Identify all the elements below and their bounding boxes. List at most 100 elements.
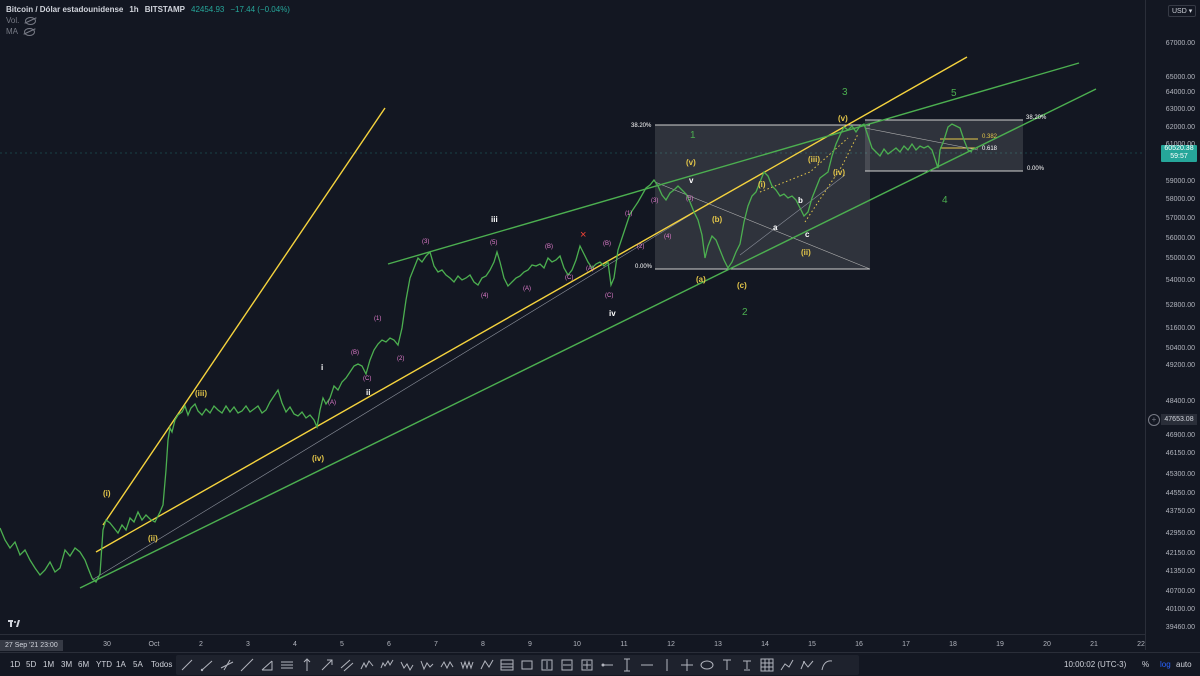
wave-label-v-white: v [689, 176, 694, 185]
fib-box-2-diagonal [864, 127, 979, 151]
fib-box-2[interactable] [865, 120, 1023, 171]
elliott-double-combo-tool-icon[interactable] [440, 658, 454, 672]
range-ytd-button[interactable]: YTD [96, 660, 112, 669]
time-tick: 8 [481, 641, 485, 648]
vol-indicator-label[interactable]: Vol. [6, 16, 20, 25]
wave-label-i-yellow: (i) [103, 489, 111, 498]
cross-line-tool-icon[interactable] [680, 658, 694, 672]
wave-label-i2-yellow: (i) [758, 180, 766, 189]
price-tick: 44550.00 [1165, 490, 1195, 497]
wave-label-v2-yellow: (v) [838, 114, 848, 123]
wave-label-a-white: a [773, 223, 778, 232]
extended-line-tool-icon[interactable] [240, 658, 254, 672]
log-scale-toggle[interactable]: log [1160, 660, 1171, 669]
symbol-name[interactable]: Bitcoin / Dólar estadounidense [6, 5, 124, 14]
time-tick: 17 [902, 641, 910, 648]
time-tick: 6 [387, 641, 391, 648]
time-tick: 2 [199, 641, 203, 648]
time-tick: 7 [434, 641, 438, 648]
abcd-pattern-tool-icon[interactable] [480, 658, 494, 672]
elliott-triple-combo-tool-icon[interactable] [460, 658, 474, 672]
elliott-wave-tool-icon[interactable] [360, 658, 374, 672]
range-all-button[interactable]: Todos [151, 660, 173, 669]
elliott-triangle-tool-icon[interactable] [420, 658, 434, 672]
trend-line-tool-icon[interactable] [180, 658, 194, 672]
price-axis[interactable]: 67000.00 65000.00 64000.00 63000.00 6200… [1145, 0, 1200, 650]
price-tick: 48400.00 [1165, 398, 1195, 405]
ma-indicator-label[interactable]: MA [6, 27, 18, 36]
price-tick: 55000.00 [1165, 255, 1195, 262]
range-5d-button[interactable]: 5D [26, 660, 37, 669]
price-chart[interactable]: 1 2 3 4 5 (i) (ii) (iii) (iv) (v) (a) (b… [0, 0, 1145, 634]
fib-labels: 38.20% 0.00% 38.20% 0.382 0.618 0.00% [631, 115, 1047, 270]
add-alert-plus-icon[interactable]: + [1148, 414, 1160, 426]
trend-line-yellow-steep[interactable] [102, 107, 386, 526]
currency-label: USD [1172, 8, 1187, 15]
subwave-label: (A) [328, 400, 336, 406]
polyline-tool-icon[interactable] [800, 658, 814, 672]
time-tick: 30 [103, 641, 111, 648]
range-5y-button[interactable]: 5A [133, 660, 143, 669]
time-tick: 19 [996, 641, 1004, 648]
wave-label-5: 5 [951, 88, 957, 99]
horizontal-lines-tool-icon[interactable] [280, 658, 294, 672]
rectangle-tool-icon[interactable] [520, 658, 534, 672]
interval-label[interactable]: 1h [129, 5, 139, 14]
range-3m-button[interactable]: 3M [61, 660, 73, 669]
yellow-wave-labels: (i) (ii) (iii) (iv) (v) (a) (b) (c) (i) … [103, 114, 848, 543]
tradingview-logo-icon[interactable] [8, 620, 20, 628]
date-price-range-tool-icon[interactable] [580, 658, 594, 672]
range-1m-button[interactable]: 1M [43, 660, 55, 669]
trend-line-yellow-main[interactable] [95, 56, 968, 553]
percent-scale-toggle[interactable]: % [1142, 660, 1150, 669]
range-1y-button[interactable]: 1A [116, 660, 126, 669]
ray-tool-icon[interactable] [200, 658, 214, 672]
timezone-clock[interactable]: 10:00:02 (UTC-3) [1064, 660, 1127, 669]
trend-line-green-lower[interactable] [79, 88, 1097, 589]
date-range-tool-icon[interactable] [560, 658, 574, 672]
subwave-label: (A) [523, 286, 531, 292]
x-mark-label: × [580, 229, 586, 241]
time-tick: 12 [667, 641, 675, 648]
text-tool-icon[interactable] [720, 658, 734, 672]
ellipse-tool-icon[interactable] [700, 658, 714, 672]
range-1d-button[interactable]: 1D [10, 660, 21, 669]
price-tick: 58000.00 [1165, 196, 1195, 203]
subwave-label: (B) [351, 350, 359, 356]
subwave-label: (5) [686, 196, 693, 202]
vertical-line-tool-icon[interactable] [300, 658, 314, 672]
trend-angle-tool-icon[interactable] [260, 658, 274, 672]
curve-tool-icon[interactable] [820, 658, 834, 672]
parallel-channel-tool-icon[interactable] [340, 658, 354, 672]
path-tool-icon[interactable] [780, 658, 794, 672]
fib-box-1-diagonal [654, 181, 871, 270]
elliott-correction-tool-icon[interactable] [400, 658, 414, 672]
price-range-tool-icon[interactable] [540, 658, 554, 672]
trend-line-green-upper[interactable] [387, 62, 1080, 265]
current-price-value: 60520.38 [1164, 145, 1194, 152]
vertical-line-2-tool-icon[interactable] [660, 658, 674, 672]
fib-retracement-tool-icon[interactable] [500, 658, 514, 672]
price-tick: 56000.00 [1165, 235, 1195, 242]
info-line-tool-icon[interactable] [220, 658, 234, 672]
currency-dropdown[interactable]: USD ▾ [1168, 5, 1197, 17]
wave-label-b-yellow: (b) [712, 215, 723, 224]
time-tick: 21 [1090, 641, 1098, 648]
wave-label-v-yellow: (v) [686, 158, 696, 167]
horizontal-ray-tool-icon[interactable] [600, 658, 614, 672]
time-axis[interactable]: 30 Oct 2 3 4 5 6 7 8 9 10 11 12 13 14 15… [0, 634, 1145, 653]
range-6m-button[interactable]: 6M [78, 660, 90, 669]
grid-tool-icon[interactable] [760, 658, 774, 672]
hidden-eye-icon[interactable] [24, 27, 35, 36]
anchored-text-tool-icon[interactable] [740, 658, 754, 672]
auto-scale-toggle[interactable]: auto [1176, 660, 1192, 669]
vertical-cross-tool-icon[interactable] [620, 658, 634, 672]
elliott-impulse-tool-icon[interactable] [380, 658, 394, 672]
horizontal-line-tool-icon[interactable] [640, 658, 654, 672]
arrow-tool-icon[interactable] [320, 658, 334, 672]
price-tick: 50400.00 [1165, 345, 1195, 352]
hidden-eye-icon[interactable] [25, 16, 37, 25]
subwave-label: (C) [363, 376, 371, 382]
subwave-label: (C) [565, 275, 573, 281]
wave-label-2: 2 [742, 307, 748, 318]
